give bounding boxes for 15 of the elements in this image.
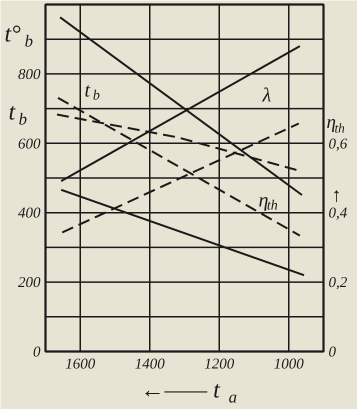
y2-tick-label: 0,2 xyxy=(328,275,348,292)
y-tick-label: 600 xyxy=(18,136,41,152)
y-tick-label: 800 xyxy=(18,66,41,83)
y-tick-label: 0 xyxy=(33,344,41,360)
y-tick-label: 200 xyxy=(18,275,41,292)
y2-tick-label: 0,4 xyxy=(328,206,348,222)
x-tick-label: 1400 xyxy=(134,356,166,372)
annotation: λ xyxy=(262,84,272,106)
x-tick-label: 1200 xyxy=(204,356,235,372)
x-tick-label: 1000 xyxy=(274,356,304,372)
text: 0 xyxy=(328,344,336,360)
text: ↑ xyxy=(332,184,342,206)
x-tick-label: 1600 xyxy=(65,356,96,372)
y2-tick-label: 0,6 xyxy=(328,136,348,152)
y-tick-label: 400 xyxy=(18,206,41,222)
